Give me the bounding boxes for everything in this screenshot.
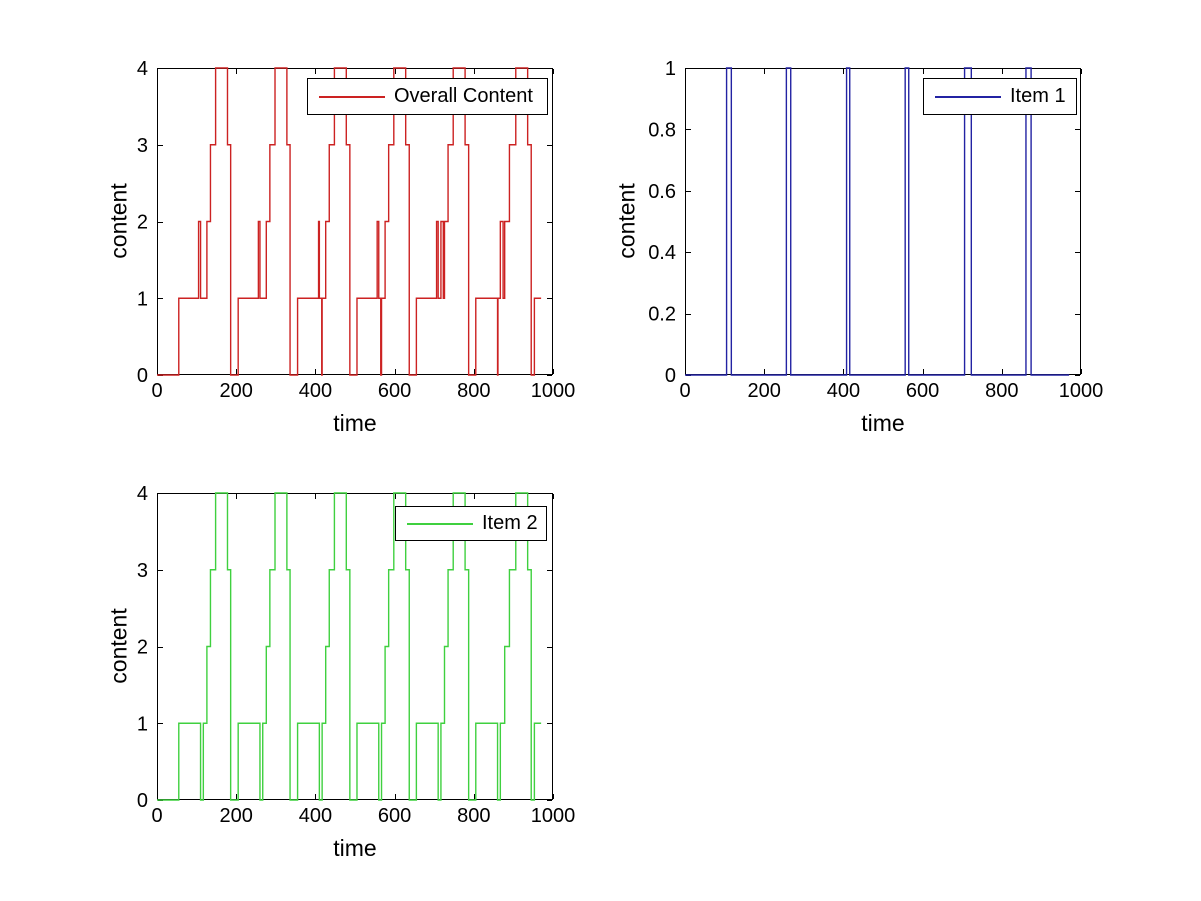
svg-text:1000: 1000 [1059,380,1104,402]
svg-text:0.8: 0.8 [648,119,676,141]
legend-box: Overall Content [307,78,548,115]
legend-label: Item 2 [482,512,538,534]
svg-text:1: 1 [137,713,148,735]
svg-text:0: 0 [151,380,162,402]
y-axis-label: content [105,183,132,259]
svg-text:0: 0 [151,805,162,827]
svg-text:0.2: 0.2 [648,304,676,326]
svg-text:400: 400 [299,805,332,827]
svg-text:0.6: 0.6 [648,181,676,203]
plot-area: 0 200 400 600 800 1000 0 0.2 0.4 0.6 0.8 1 [648,58,1103,402]
svg-text:2: 2 [137,212,148,234]
svg-text:0: 0 [137,365,148,387]
plot-area: 0 200 400 600 800 1000 0 1 2 3 4 [137,58,575,402]
svg-text:800: 800 [457,380,490,402]
svg-text:0: 0 [665,365,676,387]
svg-text:600: 600 [378,805,411,827]
svg-text:1000: 1000 [531,805,576,827]
svg-text:800: 800 [457,805,490,827]
legend-line-sample [319,95,385,98]
svg-text:0: 0 [679,380,690,402]
svg-text:3: 3 [137,135,148,157]
svg-text:600: 600 [906,380,939,402]
svg-text:0: 0 [137,790,148,812]
chart-item-1: 0 200 400 600 800 1000 0 0.2 0.4 0.6 0.8 1 content … [614,58,1104,436]
chart-item-2: 0 200 400 600 800 1000 0 1 2 3 4 content time Item… [106,483,576,861]
svg-text:400: 400 [827,380,860,402]
y-axis-label: content [613,183,640,259]
svg-text:2: 2 [137,637,148,659]
svg-text:4: 4 [137,58,148,80]
legend-line-sample [935,95,1001,98]
svg-text:1: 1 [665,58,676,80]
x-axis-label: time [861,410,905,436]
svg-text:200: 200 [748,380,781,402]
chart-overall-content: 0 200 400 600 800 1000 0 1 2 3 4 content time Over… [106,58,576,436]
svg-text:400: 400 [299,380,332,402]
x-axis-label: time [333,835,377,861]
svg-text:200: 200 [220,805,253,827]
svg-text:800: 800 [985,380,1018,402]
y-axis-label: content [105,608,132,684]
legend-box: Item 1 [923,78,1077,115]
legend-box: Item 2 [395,506,547,541]
legend-label: Item 1 [1010,85,1066,107]
legend-line-sample [407,522,473,525]
svg-text:600: 600 [378,380,411,402]
svg-text:4: 4 [137,483,148,505]
x-axis-label: time [333,410,377,436]
svg-text:200: 200 [220,380,253,402]
plot-area: 0 200 400 600 800 1000 0 1 2 3 4 [137,483,575,827]
svg-text:1000: 1000 [531,380,576,402]
svg-text:3: 3 [137,560,148,582]
legend-label: Overall Content [394,85,533,107]
svg-text:0.4: 0.4 [648,242,676,264]
svg-text:1: 1 [137,288,148,310]
